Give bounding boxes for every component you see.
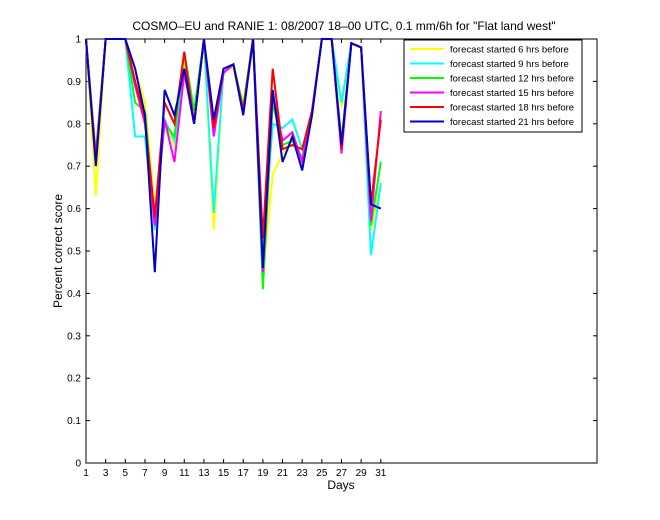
x-tick-label: 17	[238, 468, 250, 479]
x-tick-label: 5	[123, 468, 129, 479]
x-tick-label: 25	[316, 468, 328, 479]
legend: forecast started 6 hrs before forecast st…	[403, 39, 583, 133]
x-tick-label: 23	[297, 468, 309, 479]
x-axis-label: Days	[327, 478, 354, 492]
x-tick-label: 13	[198, 468, 210, 479]
legend-label-2: forecast started 9 hrs before	[450, 59, 569, 70]
legend-label-5: forecast started 18 hrs before	[450, 103, 574, 114]
y-tick-label: 0.8	[67, 119, 81, 130]
y-tick-label: 1	[75, 35, 81, 46]
x-axis: 1 3 5 7 9 11 13 15 17 19 21 23 25 27 29 31	[83, 39, 387, 479]
legend-box	[403, 39, 583, 133]
x-tick-label: 27	[336, 468, 348, 479]
legend-label-3: forecast started 12 hrs before	[450, 74, 574, 85]
y-axis-label: Percent correct score	[51, 194, 65, 308]
x-tick-label: 9	[162, 468, 168, 479]
x-tick-label: 29	[356, 468, 368, 479]
legend-label-6: forecast started 21 hrs before	[450, 117, 574, 128]
x-tick-label: 7	[142, 468, 148, 479]
x-tick-label: 1	[83, 468, 89, 479]
x-tick-label: 21	[277, 468, 289, 479]
y-axis: 0 0.1 0.2 0.3 0.4 0.5 0.6 0.7 0.8 0.9 1	[67, 35, 597, 470]
x-tick-label: 31	[375, 468, 387, 479]
y-tick-label: 0.2	[67, 374, 81, 385]
legend-label-1: forecast started 6 hrs before	[450, 45, 569, 56]
y-tick-label: 0.3	[67, 331, 81, 342]
x-tick-label: 19	[257, 468, 269, 479]
x-tick-label: 15	[218, 468, 230, 479]
chart-title: COSMO–EU and RANIE 1: 08/2007 18–00 UTC,…	[132, 19, 555, 33]
y-tick-label: 0.4	[67, 289, 81, 300]
series-lines	[85, 38, 382, 290]
y-tick-label: 0.1	[67, 416, 81, 427]
x-tick-label: 11	[179, 468, 190, 479]
y-tick-label: 0.6	[67, 204, 81, 215]
legend-label-4: forecast started 15 hrs before	[450, 88, 574, 99]
x-tick-label: 3	[103, 468, 109, 479]
y-tick-label: 0	[75, 459, 81, 470]
y-tick-label: 0.7	[67, 162, 81, 173]
y-tick-label: 0.9	[67, 77, 81, 88]
series-line-6	[85, 38, 382, 273]
y-tick-label: 0.5	[67, 247, 81, 258]
